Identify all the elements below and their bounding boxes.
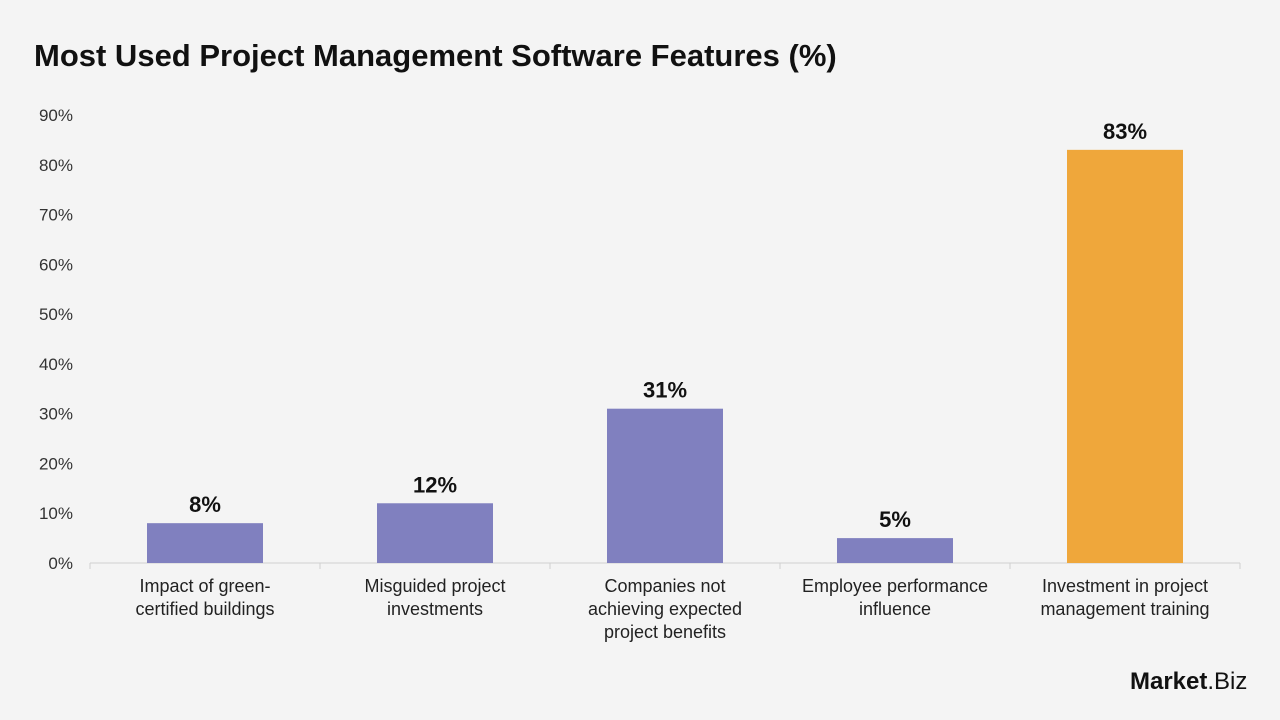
x-tick-label: Impact of green- [139,576,270,596]
bar [147,523,263,563]
x-tick-label: project benefits [604,622,726,642]
bar [837,538,953,563]
x-tick-label: certified buildings [135,599,274,619]
x-tick-label: Employee performance [802,576,988,596]
chart-title: Most Used Project Management Software Fe… [34,38,837,73]
y-tick-label: 80% [39,156,73,175]
bar [377,503,493,563]
marketbiz-logo: Market.Biz [1130,668,1248,695]
y-tick-label: 70% [39,206,73,225]
y-tick-label: 0% [48,554,73,573]
data-label: 31% [643,378,687,403]
y-tick-label: 30% [39,405,73,424]
y-tick-label: 10% [39,504,73,523]
y-tick-label: 60% [39,255,73,274]
x-tick-label: management training [1040,599,1209,619]
y-tick-label: 90% [39,106,73,125]
y-tick-label: 20% [39,454,73,473]
x-tick-label: achieving expected [588,599,742,619]
bar [1067,149,1183,563]
y-tick-label: 40% [39,355,73,374]
data-label: 8% [189,492,221,517]
bar [607,408,723,563]
data-label: 12% [413,472,457,497]
x-tick-label: Misguided project [364,576,505,596]
x-tick-label: Investment in project [1042,576,1208,596]
data-label: 83% [1103,119,1147,144]
x-tick-label: Companies not [604,576,725,596]
data-label: 5% [879,507,911,532]
y-tick-label: 50% [39,305,73,324]
x-tick-label: investments [387,599,483,619]
x-tick-label: influence [859,599,931,619]
